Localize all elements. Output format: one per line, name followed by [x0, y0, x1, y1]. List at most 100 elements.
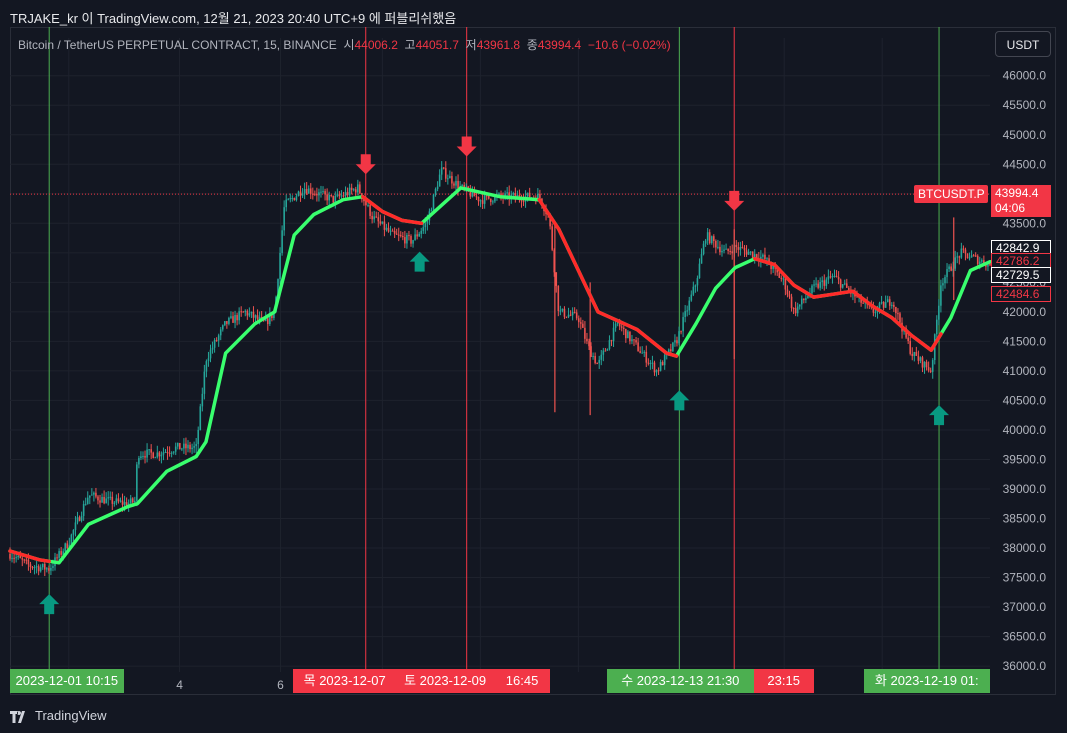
candle-body — [575, 312, 578, 319]
change-value: −10.6 (−0.02%) — [587, 38, 671, 52]
candle-body — [236, 315, 238, 321]
candle-body — [25, 559, 28, 561]
candle-body — [880, 302, 883, 304]
candle-body — [62, 551, 64, 555]
candle-body — [639, 351, 641, 353]
candle-body — [183, 443, 185, 449]
candle-body — [559, 310, 562, 312]
brand-name: TradingView — [35, 708, 107, 723]
candle-body — [715, 240, 717, 248]
footer-brand[interactable]: TradingView — [10, 708, 107, 723]
candle-body — [303, 189, 306, 194]
candle-body — [432, 194, 435, 210]
candle-body — [944, 277, 946, 284]
candle-body — [776, 268, 779, 273]
candle-body — [610, 340, 613, 342]
candle-body — [586, 338, 588, 342]
candle-body — [64, 543, 67, 552]
candle-body — [563, 308, 566, 317]
candle-body — [336, 194, 339, 196]
candle-body — [324, 191, 326, 195]
candle-body — [682, 317, 684, 332]
candle-body — [95, 492, 97, 497]
candle-body — [250, 311, 253, 314]
candle-body — [371, 215, 373, 220]
candle-body — [244, 310, 247, 313]
candle-body — [489, 198, 492, 203]
candle-body — [645, 351, 648, 363]
candle-body — [938, 305, 940, 320]
candle-body — [21, 558, 24, 560]
candle-body — [483, 195, 486, 204]
candle-body — [835, 275, 838, 278]
candle-body — [359, 184, 361, 194]
candle-body — [211, 347, 214, 350]
candle-body — [399, 235, 402, 237]
candle-body — [330, 195, 333, 197]
candle-body — [584, 327, 586, 339]
candle-body — [848, 287, 850, 291]
candle-body — [989, 262, 991, 266]
candle-body — [710, 236, 713, 244]
candle-body — [33, 567, 36, 569]
high-label: 고 — [404, 38, 416, 52]
candle-body — [498, 193, 500, 196]
candle-body — [248, 313, 251, 316]
candle-body — [678, 331, 680, 344]
candle-body — [328, 195, 330, 201]
candle-body — [97, 496, 99, 501]
candle-body — [264, 318, 267, 321]
last-price-tag: 43994.4 04:06 — [991, 185, 1051, 218]
candle-body — [252, 311, 255, 318]
candle-body — [444, 168, 447, 179]
candle-body — [11, 557, 13, 559]
candle-body — [58, 551, 60, 558]
candle-body — [221, 325, 224, 330]
candle-body — [352, 189, 355, 191]
candle-body — [688, 300, 691, 311]
candle-body — [438, 174, 441, 187]
candle-body — [807, 296, 809, 299]
candle-body — [950, 266, 952, 271]
candle-body — [494, 196, 496, 202]
candle-body — [985, 264, 987, 267]
candle-body — [588, 341, 590, 347]
candle-body — [174, 446, 177, 452]
candle-body — [209, 349, 212, 359]
candle-body — [620, 326, 623, 328]
candle-body — [614, 323, 617, 328]
candle-body — [465, 186, 468, 189]
candle-body — [616, 322, 619, 324]
candle-body — [940, 285, 942, 306]
candle-body — [473, 190, 476, 197]
candle-body — [884, 302, 887, 308]
candle-body — [27, 559, 30, 565]
y-tick-label: 45000.0 — [1003, 128, 1047, 142]
candle-body — [107, 497, 110, 499]
candle-body — [305, 189, 308, 194]
sell-arrow-icon — [355, 154, 376, 175]
symbol-price-tag: BTCUSDT.P — [914, 185, 988, 204]
candle-body — [676, 340, 678, 344]
open-label: 시 — [343, 38, 355, 52]
candle-body — [700, 254, 703, 264]
candle-body — [17, 555, 19, 558]
candle-body — [455, 181, 457, 186]
candle-body — [402, 235, 404, 238]
candle-body — [287, 199, 290, 201]
candle-body — [843, 283, 846, 285]
candle-body — [193, 446, 195, 448]
candle-body — [604, 350, 607, 352]
candle-body — [224, 321, 226, 326]
candle-body — [140, 456, 142, 459]
candle-body — [743, 247, 746, 251]
candle-body — [119, 500, 122, 502]
candle-body — [680, 331, 682, 333]
y-tick-label: 41000.0 — [1003, 364, 1047, 378]
candle-body — [246, 310, 249, 316]
candle-body — [602, 350, 605, 355]
currency-button[interactable]: USDT — [995, 31, 1051, 57]
candle-body — [845, 283, 848, 288]
candle-body — [915, 352, 918, 356]
